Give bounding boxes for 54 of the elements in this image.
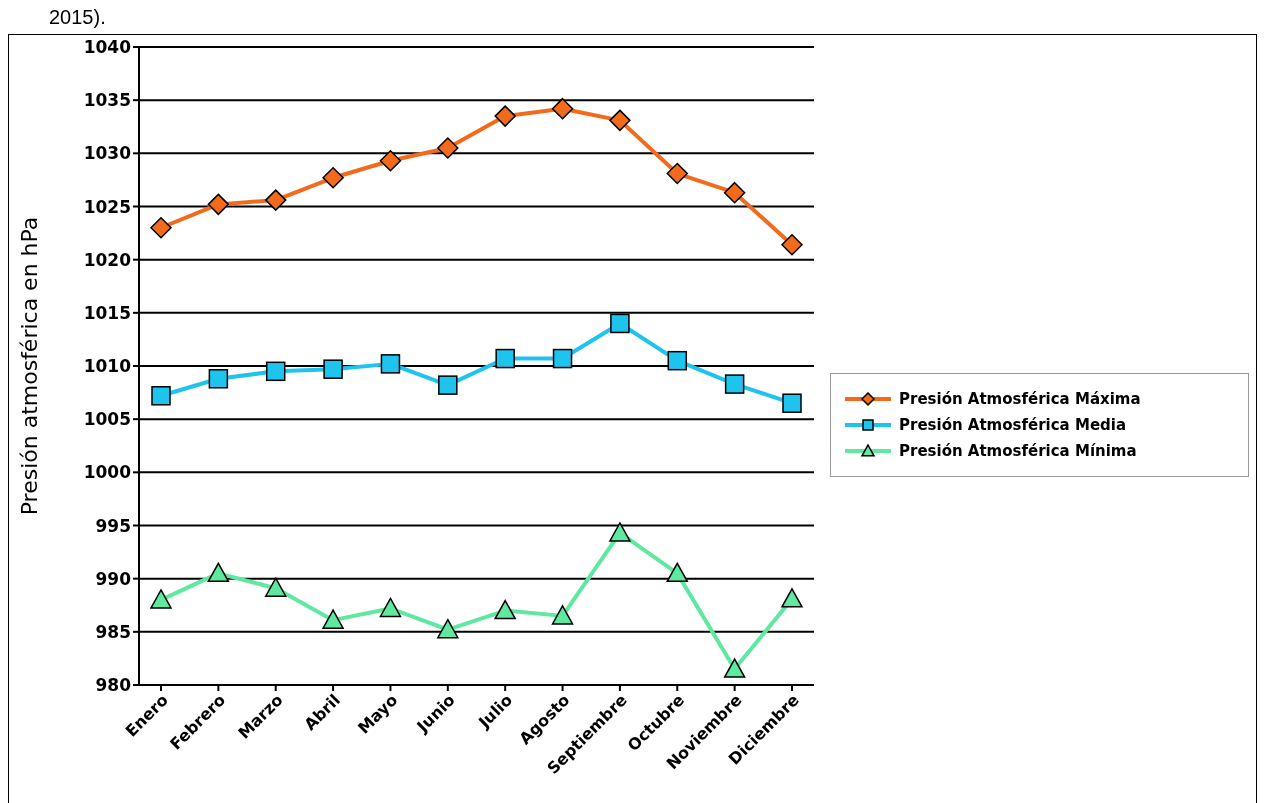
point: [609, 109, 631, 132]
point: [380, 354, 401, 374]
point: [666, 162, 689, 185]
point: [781, 234, 803, 256]
point: [207, 562, 230, 583]
point: [379, 597, 402, 618]
point: [552, 348, 573, 369]
y-tick-label: 995: [95, 515, 131, 536]
point: [322, 167, 344, 189]
point: [666, 562, 689, 583]
y-tick-label: 1040: [83, 37, 132, 58]
point: [781, 588, 803, 608]
point: [150, 217, 172, 239]
point: [723, 658, 746, 678]
y-tick-label: 1010: [83, 356, 132, 377]
point: [667, 350, 688, 371]
y-tick-label: 1020: [83, 249, 132, 270]
point: [438, 375, 458, 395]
y-tick-label: 985: [95, 621, 131, 642]
point: [609, 522, 631, 542]
point: [379, 150, 402, 172]
y-tick-label: 1030: [83, 143, 132, 164]
point: [494, 599, 516, 620]
y-tick-label: 1035: [83, 90, 131, 111]
point: [437, 618, 459, 639]
point: [494, 105, 516, 127]
point: [610, 313, 630, 334]
legend-label: Presión Atmosférica Mínima: [899, 442, 1137, 460]
point: [150, 589, 172, 609]
point: [208, 369, 229, 389]
point: [551, 97, 574, 120]
y-axis-title: Presión atmosférica en hPa: [16, 216, 42, 516]
point: [551, 605, 574, 625]
y-tick-label: 1000: [83, 462, 132, 483]
legend-label: Presión Atmosférica Máxima: [899, 390, 1141, 408]
y-tick-label: 980: [95, 675, 132, 696]
point: [151, 386, 171, 406]
point: [724, 374, 745, 394]
point: [322, 609, 344, 629]
point: [782, 393, 802, 413]
point: [264, 577, 287, 597]
y-tick-label: 1015: [83, 302, 131, 323]
y-tick-label: 1025: [83, 196, 131, 217]
point: [265, 361, 286, 382]
text: 2015).: [49, 5, 106, 29]
point: [323, 359, 343, 379]
point: [495, 348, 515, 369]
point: [723, 181, 746, 204]
point: [207, 193, 230, 216]
y-tick-label: 1005: [83, 409, 131, 430]
point: [437, 137, 459, 159]
legend-label: Presión Atmosférica Media: [899, 416, 1127, 434]
point: [264, 189, 287, 211]
y-tick-label: 990: [95, 568, 132, 589]
